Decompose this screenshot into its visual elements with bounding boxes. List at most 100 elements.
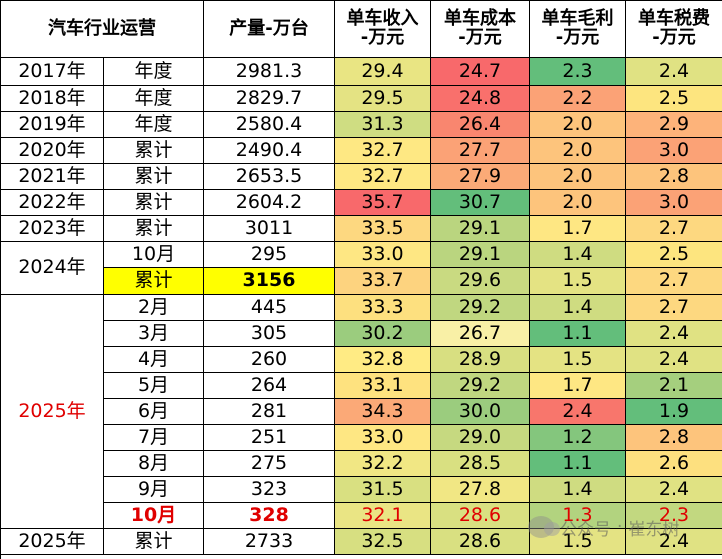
cost-cell: 28.5 [431, 451, 530, 477]
cost-cell: 26.7 [431, 321, 530, 347]
year-cell: 2020年 [1, 138, 104, 164]
year-cell: 2023年 [1, 216, 104, 242]
revenue-cell: 33.7 [335, 268, 431, 295]
year-cell: 2024年 [1, 242, 104, 295]
cost-cell: 28.6 [431, 529, 530, 555]
tax-cell: 2.7 [626, 268, 722, 295]
tax-cell: 2.4 [626, 477, 722, 503]
profit-cell: 1.4 [530, 242, 626, 268]
header-tax-line1: 单车税费 [638, 8, 710, 30]
profit-cell: 1.5 [530, 268, 626, 295]
profit-cell: 1.5 [530, 347, 626, 373]
cost-cell: 26.4 [431, 112, 530, 138]
year-cell: 2019年 [1, 112, 104, 138]
period-cell: 10月 [104, 503, 204, 529]
production-cell: 323 [204, 477, 335, 503]
cost-cell: 24.7 [431, 58, 530, 86]
tax-cell: 2.1 [626, 373, 722, 399]
tax-cell: 2.7 [626, 295, 722, 321]
tax-cell: 2.4 [626, 529, 722, 555]
header-cost-line1: 单车成本 [444, 8, 516, 30]
production-cell: 2733 [204, 529, 335, 555]
production-cell: 328 [204, 503, 335, 529]
profit-cell: 2.0 [530, 190, 626, 216]
header-production: 产量-万台 [204, 1, 335, 58]
revenue-cell: 34.3 [335, 399, 431, 425]
revenue-cell: 32.2 [335, 451, 431, 477]
tax-cell: 2.4 [626, 58, 722, 86]
year-cell: 2025年 [1, 529, 104, 555]
tax-cell: 2.7 [626, 216, 722, 242]
period-cell: 累计 [104, 268, 204, 295]
tax-cell: 2.3 [626, 503, 722, 529]
profit-cell: 1.1 [530, 321, 626, 347]
revenue-cell: 33.5 [335, 216, 431, 242]
production-cell: 251 [204, 425, 335, 451]
period-cell: 10月 [104, 242, 204, 268]
cost-cell: 29.6 [431, 268, 530, 295]
production-cell: 2981.3 [204, 58, 335, 86]
revenue-cell: 32.1 [335, 503, 431, 529]
production-cell: 260 [204, 347, 335, 373]
profit-cell: 2.0 [530, 112, 626, 138]
cost-cell: 29.2 [431, 295, 530, 321]
period-cell: 累计 [104, 138, 204, 164]
tax-cell: 2.6 [626, 451, 722, 477]
revenue-cell: 32.8 [335, 347, 431, 373]
period-cell: 7月 [104, 425, 204, 451]
year-cell: 2022年 [1, 190, 104, 216]
cost-cell: 24.8 [431, 86, 530, 112]
profit-cell: 2.0 [530, 164, 626, 190]
period-cell: 5月 [104, 373, 204, 399]
header-profit-line2: -万元 [555, 27, 600, 48]
revenue-cell: 35.7 [335, 190, 431, 216]
revenue-cell: 31.3 [335, 112, 431, 138]
cost-cell: 29.0 [431, 425, 530, 451]
cost-cell: 27.8 [431, 477, 530, 503]
year-cell: 2025年 [1, 295, 104, 529]
header-revenue: 单车收入 -万元 [335, 1, 431, 58]
profit-cell: 1.7 [530, 216, 626, 242]
header-tax-line2: -万元 [652, 27, 696, 48]
production-cell: 275 [204, 451, 335, 477]
profit-cell: 2.0 [530, 138, 626, 164]
revenue-cell: 29.4 [335, 58, 431, 86]
revenue-cell: 29.5 [335, 86, 431, 112]
tax-cell: 2.4 [626, 321, 722, 347]
revenue-cell: 32.5 [335, 529, 431, 555]
profit-cell: 1.1 [530, 451, 626, 477]
cost-cell: 29.2 [431, 373, 530, 399]
revenue-cell: 33.1 [335, 373, 431, 399]
profit-cell: 1.3 [530, 503, 626, 529]
profit-cell: 1.7 [530, 373, 626, 399]
production-cell: 3011 [204, 216, 335, 242]
header-revenue-line1: 单车收入 [346, 8, 419, 30]
profit-cell: 1.4 [530, 295, 626, 321]
profit-cell: 2.3 [530, 58, 626, 86]
production-cell: 445 [204, 295, 335, 321]
profit-cell: 1.2 [530, 425, 626, 451]
revenue-cell: 33.0 [335, 242, 431, 268]
production-cell: 2829.7 [204, 86, 335, 112]
revenue-cell: 32.7 [335, 138, 431, 164]
production-cell: 281 [204, 399, 335, 425]
period-cell: 6月 [104, 399, 204, 425]
revenue-cell: 30.2 [335, 321, 431, 347]
profit-cell: 1.5 [530, 529, 626, 555]
revenue-cell: 33.0 [335, 425, 431, 451]
period-cell: 4月 [104, 347, 204, 373]
production-cell: 3156 [204, 268, 335, 295]
revenue-cell: 31.5 [335, 477, 431, 503]
year-cell: 2017年 [1, 58, 104, 86]
period-cell: 累计 [104, 190, 204, 216]
tax-cell: 2.8 [626, 425, 722, 451]
profit-cell: 1.4 [530, 477, 626, 503]
header-title-text: 汽车行业运营 [48, 17, 156, 39]
header-title: 汽车行业运营 [1, 1, 204, 58]
production-cell: 2604.2 [204, 190, 335, 216]
production-cell: 2490.4 [204, 138, 335, 164]
cost-cell: 27.7 [431, 138, 530, 164]
cost-cell: 28.9 [431, 347, 530, 373]
cost-cell: 30.7 [431, 190, 530, 216]
